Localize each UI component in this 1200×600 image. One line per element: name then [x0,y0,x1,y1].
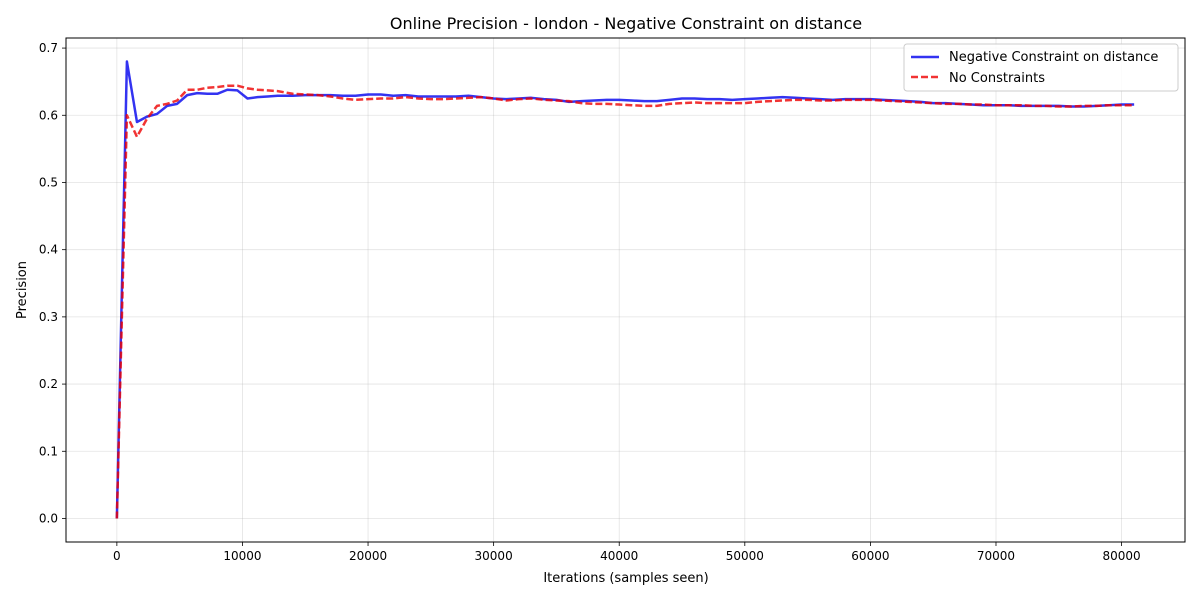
x-tick-label: 70000 [977,549,1015,563]
x-tick-label: 0 [113,549,121,563]
series-line-no-constraints [115,84,1135,519]
chart-title: Online Precision - london - Negative Con… [390,14,862,33]
x-tick-label: 60000 [851,549,889,563]
legend-label-no-constraints: No Constraints [949,71,1045,86]
y-axis-label: Precision [15,261,30,319]
axis-ticks: 0 10000 20000 30000 40000 50000 60000 70000 8000… [39,41,1141,563]
legend: Negative Constraint on distance No Const… [903,43,1179,92]
y-tick-label: 0.2 [39,377,58,391]
legend-label-negative-constraint: Negative Constraint on distance [949,50,1158,65]
y-tick-label: 0.3 [39,310,58,324]
x-axis-label: Iterations (samples seen) [543,571,708,586]
y-tick-label: 0.1 [39,444,58,458]
x-tick-label: 30000 [475,549,513,563]
y-tick-label: 0.6 [39,108,58,122]
x-tick-label: 80000 [1102,549,1140,563]
x-tick-label: 20000 [349,549,387,563]
x-tick-label: 50000 [726,549,764,563]
y-tick-label: 0.5 [39,175,58,189]
y-tick-label: 0.7 [39,41,58,55]
y-tick-label: 0.0 [39,511,58,525]
series-lines [115,60,1135,519]
x-tick-label: 40000 [600,549,638,563]
plot-frame [65,37,1186,543]
gridlines [66,38,1185,542]
x-tick-label: 10000 [223,549,261,563]
legend-box [903,43,1179,92]
y-tick-label: 0.4 [39,243,58,257]
